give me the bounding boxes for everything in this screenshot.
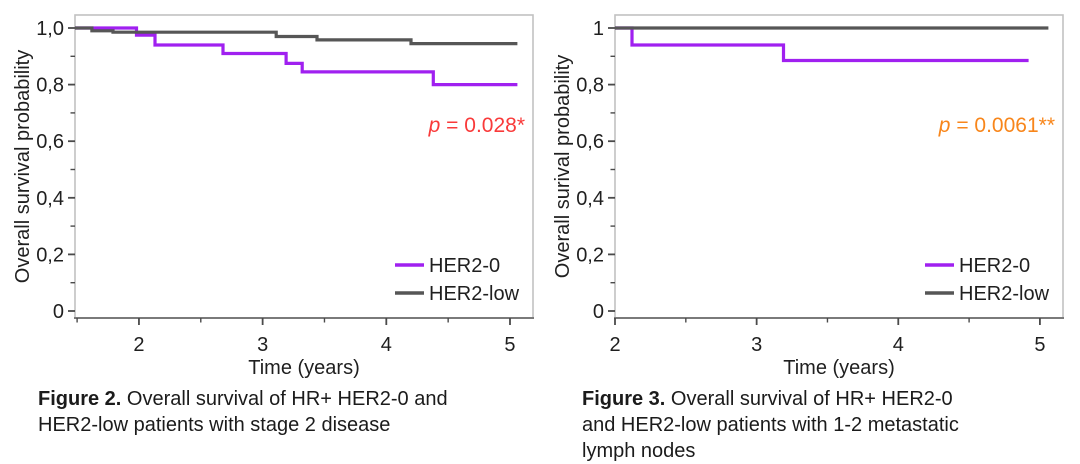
x-axis-title: Time (years) <box>783 357 894 379</box>
x-axis-title: Time (years) <box>248 357 359 379</box>
y-tick-label: 0,4 <box>576 188 604 210</box>
y-axis-title: Overall surival probability <box>552 55 574 278</box>
p-value-annotation: p = 0.028* <box>428 114 525 137</box>
y-tick-label: 0,8 <box>576 75 604 97</box>
y-tick-label: 0 <box>593 301 604 323</box>
figure3-chart: 2 3 4 5 0 0,2 0,4 0,6 0,8 1 Overall surival probab… <box>552 14 1064 379</box>
figure3-caption: Figure 3. Overall survival of HR+ HER2-0… <box>582 386 1080 464</box>
p-value-annotation: p = 0.0061** <box>938 114 1055 137</box>
figure2-caption: Figure 2. Overall survival of HR+ HER2-0… <box>38 386 543 438</box>
y-tick-label: 0,4 <box>36 188 64 210</box>
y-tick-label: 0,2 <box>36 244 64 266</box>
y-tick-label: 0,6 <box>576 131 604 153</box>
x-tick-label: 3 <box>751 334 762 356</box>
x-tick-label: 3 <box>257 334 268 356</box>
y-tick-label: 1,0 <box>36 18 64 40</box>
x-tick-label: 4 <box>381 334 392 356</box>
y-tick-label: 0,6 <box>36 131 64 153</box>
x-tick-label: 5 <box>1034 334 1045 356</box>
y-tick-label: 0,2 <box>576 244 604 266</box>
figure2-panel: 2 3 4 5 0 0,2 0,4 0,6 0,8 1,0 Overall survival pro… <box>12 14 543 438</box>
her2-low-curve <box>75 26 518 46</box>
her2-0-curve <box>615 26 1029 63</box>
figure3-panel: 2 3 4 5 0 0,2 0,4 0,6 0,8 1 Overall surival probab… <box>540 0 1080 464</box>
figure3-caption-label: Figure 3. <box>582 388 666 410</box>
x-tick-label: 2 <box>609 334 620 356</box>
her2-0-curve <box>75 26 518 87</box>
y-tick-label: 1 <box>593 18 604 40</box>
x-tick-label: 2 <box>133 334 144 356</box>
figure2-caption-label: Figure 2. <box>38 388 122 410</box>
figure2-caption-text: Overall survival of HR+ HER2-0 and HER2-… <box>38 388 448 436</box>
x-tick-label: 4 <box>893 334 904 356</box>
figure3-caption-text: Overall survival of HR+ HER2-0 and HER2-… <box>582 388 959 462</box>
legend-label-her2-low: HER2-low <box>959 283 1050 305</box>
y-tick-label: 0,8 <box>36 75 64 97</box>
x-tick-label: 5 <box>504 334 515 356</box>
legend-label-her2-0: HER2-0 <box>429 255 500 277</box>
y-tick-label: 0 <box>53 301 64 323</box>
y-axis-title: Overall survival probability <box>12 50 34 283</box>
legend-label-her2-0: HER2-0 <box>959 255 1030 277</box>
legend-label-her2-low: HER2-low <box>429 283 520 305</box>
